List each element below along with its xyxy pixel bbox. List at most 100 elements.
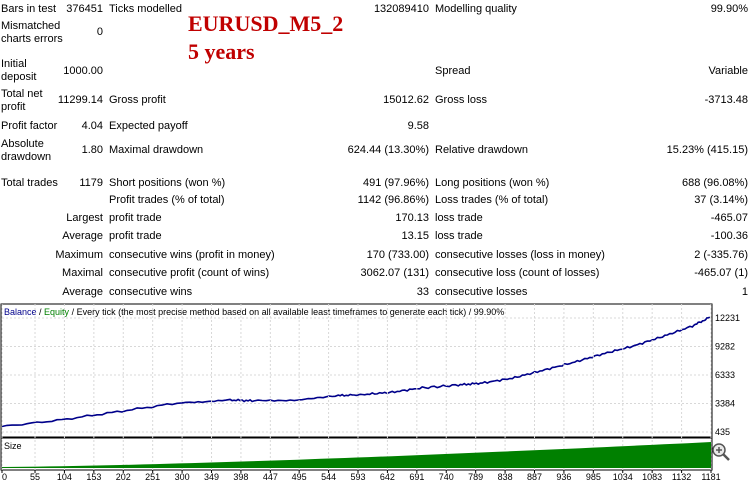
max-consecutive-wins-label: consecutive wins (profit in money) xyxy=(109,249,275,261)
x-tick-label: 985 xyxy=(586,472,601,481)
legend-equity: Equity xyxy=(44,307,70,317)
y-tick-label: 9282 xyxy=(715,342,735,352)
relative-drawdown-value: 15.23% (415.15) xyxy=(666,144,748,156)
zoom-icon[interactable] xyxy=(712,443,730,461)
x-tick-label: 593 xyxy=(350,472,365,481)
balance-equity-chart: Balance / Equity / Every tick (the most … xyxy=(0,302,750,481)
average-consecutive-label: Average xyxy=(62,286,103,298)
total-trades-label: Total trades xyxy=(1,177,58,189)
average-loss-label: loss trade xyxy=(435,230,483,242)
gross-loss-value: -3713.48 xyxy=(704,94,748,106)
avg-consecutive-losses-label: consecutive losses xyxy=(435,286,528,298)
profit-trades-label: Profit trades (% of total) xyxy=(109,194,225,206)
legend-separator: / xyxy=(37,307,45,317)
maximum-label: Maximum xyxy=(55,249,103,261)
modelling-quality-value: 99.90% xyxy=(710,3,748,15)
avg-consecutive-losses-value: 1 xyxy=(741,286,748,298)
short-positions-label: Short positions (won %) xyxy=(109,177,226,189)
largest-profit-label: profit trade xyxy=(109,212,162,224)
legend-balance: Balance xyxy=(4,307,37,317)
x-tick-label: 544 xyxy=(321,472,336,481)
x-tick-label: 104 xyxy=(57,472,72,481)
x-tick-label: 495 xyxy=(292,472,307,481)
x-tick-label: 398 xyxy=(233,472,248,481)
modelling-quality-label: Modelling quality xyxy=(435,3,517,15)
short-positions-value: 491 (97.96%) xyxy=(362,177,429,189)
x-tick-label: 55 xyxy=(30,472,40,481)
gross-profit-value: 15012.62 xyxy=(383,94,429,106)
ticks-modelled-label: Ticks modelled xyxy=(109,3,182,15)
x-tick-label: 0 xyxy=(2,472,7,481)
x-tick-label: 153 xyxy=(86,472,101,481)
avg-consecutive-wins-value: 33 xyxy=(416,286,429,298)
max-consecutive-losses-value: 2 (-335.76) xyxy=(694,249,748,261)
long-positions-value: 688 (96.08%) xyxy=(681,177,748,189)
total-trades-value: 1179 xyxy=(79,177,103,189)
x-tick-label: 1132 xyxy=(672,472,691,481)
total-net-profit-label: Total net profit xyxy=(1,88,43,113)
maximal-consecutive-profit-label: consecutive profit (count of wins) xyxy=(109,267,270,279)
expected-payoff-label: Expected payoff xyxy=(109,120,188,132)
maximal-drawdown-label: Maximal drawdown xyxy=(109,144,204,156)
x-tick-label: 789 xyxy=(468,472,483,481)
y-axis-ticks: 12231 9282 6333 3384 435 xyxy=(715,313,740,437)
maximal-consecutive-profit-value: 3062.07 (131) xyxy=(360,267,430,279)
maximal-consecutive-loss-label: consecutive loss (count of losses) xyxy=(435,267,600,279)
avg-consecutive-wins-label: consecutive wins xyxy=(109,286,193,298)
x-tick-label: 447 xyxy=(263,472,278,481)
long-positions-label: Long positions (won %) xyxy=(435,177,550,189)
profit-factor-label: Profit factor xyxy=(1,120,58,132)
bars-in-test-value: 376451 xyxy=(66,3,103,15)
x-tick-label: 740 xyxy=(439,472,454,481)
mismatched-errors-label: Mismatched charts errors xyxy=(1,20,63,45)
loss-trades-value: 37 (3.14%) xyxy=(694,194,748,206)
x-tick-label: 349 xyxy=(204,472,219,481)
max-consecutive-wins-value: 170 (733.00) xyxy=(366,249,429,261)
average-label: Average xyxy=(62,230,103,242)
y-tick-label: 6333 xyxy=(715,370,735,380)
average-profit-label: profit trade xyxy=(109,230,162,242)
absolute-drawdown-label: Absolute drawdown xyxy=(1,138,52,163)
spread-label: Spread xyxy=(435,65,471,77)
x-tick-label: 887 xyxy=(527,472,542,481)
average-profit-value: 13.15 xyxy=(401,230,429,242)
initial-deposit-label: Initial deposit xyxy=(1,58,37,83)
x-tick-label: 838 xyxy=(498,472,513,481)
largest-profit-value: 170.13 xyxy=(395,212,429,224)
x-axis-ticks: 0 55 104 153 202 251 300 349 398 447 495 544 593 642 6… xyxy=(1,470,721,481)
x-tick-label: 691 xyxy=(409,472,424,481)
y-tick-label: 435 xyxy=(715,427,730,437)
legend-description: / Every tick (the most precise method ba… xyxy=(69,307,504,317)
size-label: Size xyxy=(4,441,22,451)
gross-loss-label: Gross loss xyxy=(435,94,487,106)
x-tick-label: 251 xyxy=(145,472,160,481)
overlay-title: EURUSD_M5_2 xyxy=(188,11,344,36)
chart-legend: Balance / Equity / Every tick (the most … xyxy=(4,307,504,317)
profit-factor-value: 4.04 xyxy=(81,120,103,132)
ticks-modelled-value: 132089410 xyxy=(373,3,429,15)
largest-label: Largest xyxy=(66,212,103,224)
largest-loss-value: -465.07 xyxy=(710,212,748,224)
overlay-subtitle: 5 years xyxy=(188,39,255,64)
main-plot-frame xyxy=(0,303,713,438)
x-tick-label: 300 xyxy=(175,472,190,481)
total-net-profit-value: 11299.14 xyxy=(57,94,103,106)
bars-in-test-label: Bars in test xyxy=(1,3,57,15)
max-consecutive-losses-label: consecutive losses (loss in money) xyxy=(435,249,605,261)
x-tick-label: 1083 xyxy=(642,472,662,481)
x-tick-label: 1034 xyxy=(613,472,633,481)
x-tick-label: 642 xyxy=(380,472,395,481)
absolute-drawdown-value: 1.80 xyxy=(81,144,103,156)
loss-trades-label: Loss trades (% of total) xyxy=(435,194,549,206)
initial-deposit-value: 1000.00 xyxy=(63,65,103,77)
volume-area xyxy=(2,442,711,468)
y-tick-label: 3384 xyxy=(715,399,735,409)
largest-loss-label: loss trade xyxy=(435,212,483,224)
expected-payoff-value: 9.58 xyxy=(407,120,429,132)
maximal-consecutive-loss-value: -465.07 (1) xyxy=(694,267,748,279)
average-loss-value: -100.36 xyxy=(710,230,748,242)
gross-profit-label: Gross profit xyxy=(109,94,166,106)
x-tick-label: 1181 xyxy=(701,472,720,481)
maximal-drawdown-value: 624.44 (13.30%) xyxy=(347,144,429,156)
spread-value: Variable xyxy=(708,65,748,77)
